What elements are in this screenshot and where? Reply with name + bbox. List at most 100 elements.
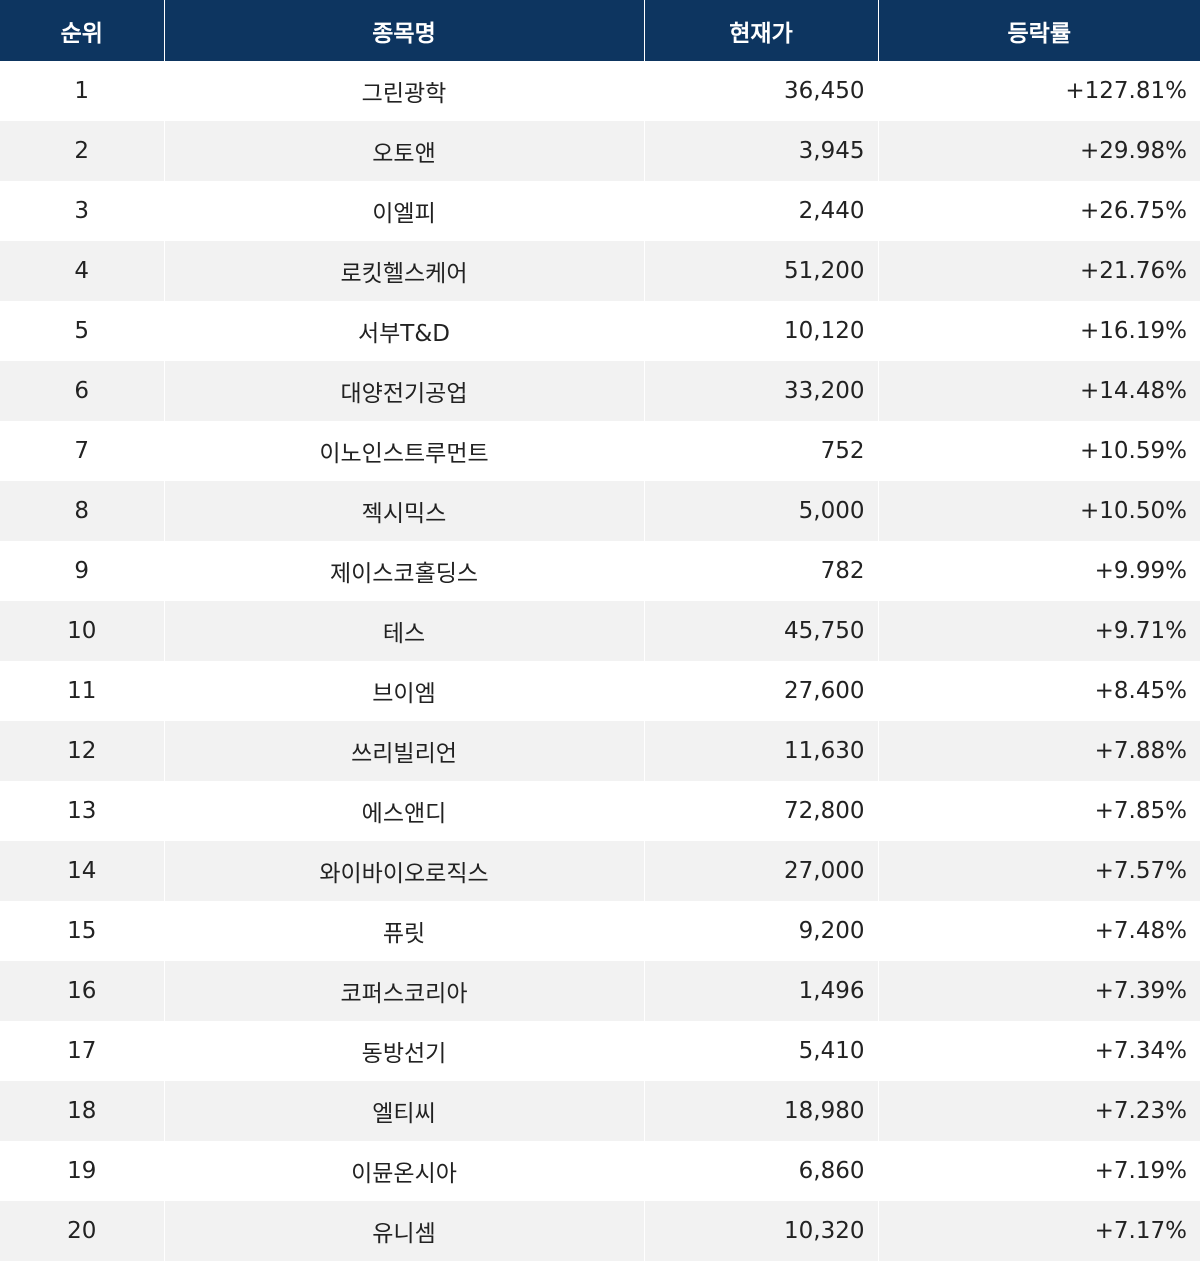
- table-row: 11 브이엠 27,600 +8.45%: [0, 661, 1200, 721]
- change-rate-cell: +7.34%: [878, 1021, 1200, 1081]
- price-cell: 36,450: [644, 61, 879, 121]
- table-row: 4 로킷헬스케어 51,200 +21.76%: [0, 241, 1200, 301]
- price-cell: 5,410: [644, 1021, 879, 1081]
- price-cell: 10,320: [644, 1201, 879, 1261]
- stock-name-cell: 대양전기공업: [164, 361, 645, 421]
- price-cell: 27,000: [644, 841, 879, 901]
- change-rate-cell: +7.48%: [878, 901, 1200, 961]
- table-row: 17 동방선기 5,410 +7.34%: [0, 1021, 1200, 1081]
- stock-name-cell: 유니셈: [164, 1201, 645, 1261]
- rank-cell: 17: [0, 1021, 165, 1081]
- table-row: 7 이노인스트루먼트 752 +10.59%: [0, 421, 1200, 481]
- stock-name-cell: 오토앤: [164, 121, 645, 181]
- rank-cell: 20: [0, 1201, 165, 1261]
- price-cell: 3,945: [644, 121, 879, 181]
- change-rate-cell: +7.85%: [878, 781, 1200, 841]
- table-row: 14 와이바이오로직스 27,000 +7.57%: [0, 841, 1200, 901]
- rank-cell: 5: [0, 301, 165, 361]
- change-rate-cell: +21.76%: [878, 241, 1200, 301]
- price-cell: 18,980: [644, 1081, 879, 1141]
- change-rate-cell: +7.23%: [878, 1081, 1200, 1141]
- table-row: 18 엘티씨 18,980 +7.23%: [0, 1081, 1200, 1141]
- stock-name-cell: 동방선기: [164, 1021, 645, 1081]
- table-row: 19 이뮨온시아 6,860 +7.19%: [0, 1141, 1200, 1201]
- price-cell: 51,200: [644, 241, 879, 301]
- rank-cell: 3: [0, 181, 165, 241]
- stock-name-cell: 그린광학: [164, 61, 645, 121]
- change-rate-cell: +29.98%: [878, 121, 1200, 181]
- table-row: 2 오토앤 3,945 +29.98%: [0, 121, 1200, 181]
- price-cell: 782: [644, 541, 879, 601]
- change-rate-cell: +7.57%: [878, 841, 1200, 901]
- price-cell: 6,860: [644, 1141, 879, 1201]
- stock-name-cell: 코퍼스코리아: [164, 961, 645, 1021]
- stock-name-cell: 와이바이오로직스: [164, 841, 645, 901]
- header-name: 종목명: [164, 0, 645, 61]
- price-cell: 10,120: [644, 301, 879, 361]
- price-cell: 9,200: [644, 901, 879, 961]
- rank-cell: 13: [0, 781, 165, 841]
- stock-name-cell: 이뮨온시아: [164, 1141, 645, 1201]
- rank-cell: 6: [0, 361, 165, 421]
- price-cell: 11,630: [644, 721, 879, 781]
- stock-name-cell: 쓰리빌리언: [164, 721, 645, 781]
- table-row: 10 테스 45,750 +9.71%: [0, 601, 1200, 661]
- change-rate-cell: +9.71%: [878, 601, 1200, 661]
- change-rate-cell: +127.81%: [878, 61, 1200, 121]
- stock-name-cell: 로킷헬스케어: [164, 241, 645, 301]
- table-body: 1 그린광학 36,450 +127.81% 2 오토앤 3,945 +29.98% 3 이엘피 2…: [0, 61, 1200, 1261]
- stock-name-cell: 이엘피: [164, 181, 645, 241]
- rank-cell: 1: [0, 61, 165, 121]
- price-cell: 27,600: [644, 661, 879, 721]
- table-row: 13 에스앤디 72,800 +7.85%: [0, 781, 1200, 841]
- price-cell: 2,440: [644, 181, 879, 241]
- table-row: 3 이엘피 2,440 +26.75%: [0, 181, 1200, 241]
- stock-name-cell: 엘티씨: [164, 1081, 645, 1141]
- change-rate-cell: +16.19%: [878, 301, 1200, 361]
- rank-cell: 9: [0, 541, 165, 601]
- change-rate-cell: +9.99%: [878, 541, 1200, 601]
- table-row: 8 젝시믹스 5,000 +10.50%: [0, 481, 1200, 541]
- header-price: 현재가: [644, 0, 879, 61]
- table-header: 순위 종목명 현재가 등락률: [0, 0, 1200, 61]
- table-row: 16 코퍼스코리아 1,496 +7.39%: [0, 961, 1200, 1021]
- rank-cell: 7: [0, 421, 165, 481]
- header-row: 순위 종목명 현재가 등락률: [0, 0, 1200, 61]
- rank-cell: 12: [0, 721, 165, 781]
- change-rate-cell: +14.48%: [878, 361, 1200, 421]
- change-rate-cell: +7.17%: [878, 1201, 1200, 1261]
- rank-cell: 2: [0, 121, 165, 181]
- stock-name-cell: 서부T&D: [164, 301, 645, 361]
- stock-name-cell: 퓨릿: [164, 901, 645, 961]
- price-cell: 5,000: [644, 481, 879, 541]
- change-rate-cell: +8.45%: [878, 661, 1200, 721]
- price-cell: 1,496: [644, 961, 879, 1021]
- header-rate: 등락률: [878, 0, 1200, 61]
- rank-cell: 16: [0, 961, 165, 1021]
- stock-name-cell: 브이엠: [164, 661, 645, 721]
- rank-cell: 15: [0, 901, 165, 961]
- table-row: 9 제이스코홀딩스 782 +9.99%: [0, 541, 1200, 601]
- table-row: 1 그린광학 36,450 +127.81%: [0, 61, 1200, 121]
- rank-cell: 19: [0, 1141, 165, 1201]
- change-rate-cell: +7.39%: [878, 961, 1200, 1021]
- table-row: 6 대양전기공업 33,200 +14.48%: [0, 361, 1200, 421]
- rank-cell: 8: [0, 481, 165, 541]
- table-row: 12 쓰리빌리언 11,630 +7.88%: [0, 721, 1200, 781]
- change-rate-cell: +10.50%: [878, 481, 1200, 541]
- price-cell: 72,800: [644, 781, 879, 841]
- price-cell: 45,750: [644, 601, 879, 661]
- table-row: 5 서부T&D 10,120 +16.19%: [0, 301, 1200, 361]
- rank-cell: 10: [0, 601, 165, 661]
- change-rate-cell: +10.59%: [878, 421, 1200, 481]
- stock-name-cell: 젝시믹스: [164, 481, 645, 541]
- change-rate-cell: +26.75%: [878, 181, 1200, 241]
- header-rank: 순위: [0, 0, 165, 61]
- rank-cell: 4: [0, 241, 165, 301]
- stock-name-cell: 이노인스트루먼트: [164, 421, 645, 481]
- change-rate-cell: +7.19%: [878, 1141, 1200, 1201]
- stock-name-cell: 제이스코홀딩스: [164, 541, 645, 601]
- change-rate-cell: +7.88%: [878, 721, 1200, 781]
- rank-cell: 14: [0, 841, 165, 901]
